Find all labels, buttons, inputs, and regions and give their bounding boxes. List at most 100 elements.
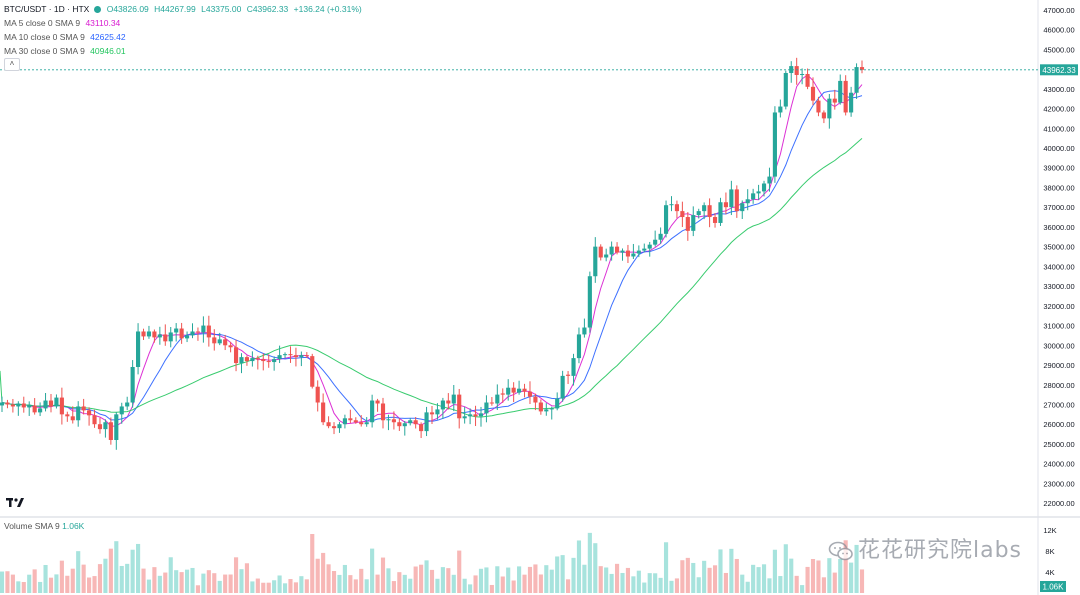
chevron-up-icon[interactable]: ˄ xyxy=(4,58,20,71)
logo-icon xyxy=(6,498,24,507)
volume-bar xyxy=(288,579,293,593)
candle-body xyxy=(729,189,734,208)
volume-bar xyxy=(805,566,810,593)
volume-bar xyxy=(506,567,511,593)
candle-body xyxy=(620,250,625,253)
volume-bar xyxy=(663,542,669,593)
candle-body xyxy=(642,248,647,251)
price-tick: 28000.00 xyxy=(1043,381,1074,390)
volume-bar xyxy=(849,562,854,593)
candle xyxy=(359,415,364,427)
candle xyxy=(228,341,233,353)
candle-body xyxy=(685,217,690,231)
ohlc-change: +136.24 (+0.31%) xyxy=(293,4,362,14)
volume-bar xyxy=(38,581,43,593)
candle xyxy=(304,352,309,359)
candle-body xyxy=(587,276,592,328)
candle xyxy=(87,407,92,426)
volume-bar xyxy=(266,582,271,593)
price-tick: 34000.00 xyxy=(1043,262,1074,271)
candle-body xyxy=(233,347,239,364)
volume-bar xyxy=(424,560,429,593)
price-tick: 26000.00 xyxy=(1043,420,1074,429)
volume-bar xyxy=(723,572,728,593)
candle xyxy=(446,393,451,410)
candle-body xyxy=(582,327,587,335)
candle-body xyxy=(832,98,837,103)
candle xyxy=(614,242,620,255)
candle xyxy=(549,406,554,420)
indicator-ma10[interactable]: MA 10 close 0 SMA 9 42625.42 xyxy=(4,31,129,43)
volume-bar xyxy=(272,580,277,593)
candle xyxy=(364,417,369,427)
indicator-ma30[interactable]: MA 30 close 0 SMA 9 40946.01 xyxy=(4,45,129,57)
candle xyxy=(560,370,565,402)
candle-body xyxy=(168,332,173,342)
volume-bar xyxy=(794,575,799,593)
candle-body xyxy=(359,422,364,425)
candle-body xyxy=(141,331,146,337)
symbol-title[interactable]: BTC/USDT · 1D · HTX xyxy=(4,4,90,14)
volume-bar xyxy=(92,576,97,593)
candle xyxy=(125,396,130,411)
volume-bar xyxy=(821,577,826,593)
candle-body xyxy=(408,420,413,424)
volume-bar xyxy=(631,576,636,593)
volume-bar xyxy=(250,581,255,593)
candle-body xyxy=(576,334,582,359)
volume-bar xyxy=(593,543,598,593)
candle xyxy=(761,180,767,197)
candle xyxy=(495,384,500,410)
volume-bar xyxy=(342,564,347,593)
candle-body xyxy=(473,414,478,417)
candle-body xyxy=(761,183,767,192)
market-status-icon xyxy=(94,6,102,14)
volume-bar xyxy=(87,577,92,593)
candle xyxy=(489,397,494,406)
volume-bar xyxy=(223,574,228,593)
volume-bar xyxy=(827,558,832,593)
candle xyxy=(653,230,658,247)
candle-body xyxy=(310,356,315,387)
indicator-value: 40946.01 xyxy=(90,46,126,56)
volume-bar xyxy=(408,578,413,593)
volume-bar xyxy=(789,558,794,593)
volume-bar xyxy=(174,570,179,593)
candle-body xyxy=(555,398,560,409)
candle xyxy=(277,345,282,364)
candle-body xyxy=(70,416,75,421)
volume-bars xyxy=(0,532,865,593)
candle-body xyxy=(751,193,756,200)
volume-bar xyxy=(375,574,380,593)
indicator-ma5[interactable]: MA 5 close 0 SMA 9 43110.34 xyxy=(4,17,123,29)
candle xyxy=(184,331,190,343)
candle xyxy=(522,383,527,398)
candle xyxy=(663,200,669,238)
volume-bar xyxy=(239,569,244,593)
volume-bar xyxy=(555,556,560,593)
volume-bar xyxy=(484,567,489,593)
volume-bar xyxy=(772,549,777,593)
volume-tick: 12K xyxy=(1043,526,1056,535)
candle xyxy=(195,327,201,341)
candle xyxy=(789,61,794,83)
volume-bar xyxy=(859,569,865,593)
volume-indicator-header[interactable]: Volume SMA 9 1.06K xyxy=(4,521,84,531)
candle-body xyxy=(38,408,43,413)
candle-body xyxy=(206,325,211,338)
candle xyxy=(43,392,48,412)
candle-body xyxy=(282,354,288,356)
candle-body xyxy=(212,337,217,344)
candle-body xyxy=(43,400,48,409)
candle-body xyxy=(827,98,832,119)
candle-body xyxy=(549,408,554,410)
volume-bar xyxy=(647,573,652,593)
candle xyxy=(609,241,614,261)
volume-bar xyxy=(636,570,641,593)
candle-body xyxy=(157,334,162,338)
candle xyxy=(478,406,484,427)
volume-bar xyxy=(331,571,337,593)
volume-bar xyxy=(691,562,696,593)
candle xyxy=(370,394,375,428)
